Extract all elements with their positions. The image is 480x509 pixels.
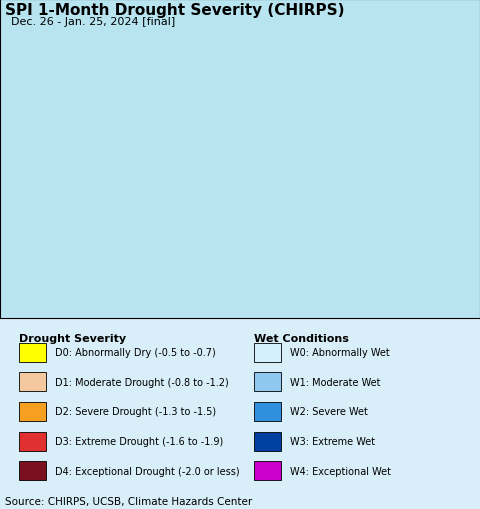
Bar: [19, 402, 46, 421]
Text: SPI 1-Month Drought Severity (CHIRPS): SPI 1-Month Drought Severity (CHIRPS): [5, 3, 344, 17]
Bar: [19, 432, 46, 451]
Bar: [254, 343, 281, 362]
Text: W2: Severe Wet: W2: Severe Wet: [290, 407, 368, 417]
Bar: [19, 373, 46, 391]
Text: D1: Moderate Drought (-0.8 to -1.2): D1: Moderate Drought (-0.8 to -1.2): [55, 377, 229, 387]
Text: W3: Extreme Wet: W3: Extreme Wet: [290, 436, 375, 446]
Text: Source: CHIRPS, UCSB, Climate Hazards Center: Source: CHIRPS, UCSB, Climate Hazards Ce…: [5, 496, 252, 506]
Text: D0: Abnormally Dry (-0.5 to -0.7): D0: Abnormally Dry (-0.5 to -0.7): [55, 348, 216, 357]
Text: Wet Conditions: Wet Conditions: [254, 333, 349, 344]
Text: Drought Severity: Drought Severity: [19, 333, 126, 344]
Text: D3: Extreme Drought (-1.6 to -1.9): D3: Extreme Drought (-1.6 to -1.9): [55, 436, 224, 446]
Text: D4: Exceptional Drought (-2.0 or less): D4: Exceptional Drought (-2.0 or less): [55, 466, 240, 476]
Bar: [254, 402, 281, 421]
Bar: [254, 461, 281, 480]
Text: D2: Severe Drought (-1.3 to -1.5): D2: Severe Drought (-1.3 to -1.5): [55, 407, 216, 417]
Bar: [254, 373, 281, 391]
Bar: [254, 432, 281, 451]
Text: Dec. 26 - Jan. 25, 2024 [final]: Dec. 26 - Jan. 25, 2024 [final]: [11, 17, 175, 27]
Text: W1: Moderate Wet: W1: Moderate Wet: [290, 377, 381, 387]
Bar: [19, 461, 46, 480]
Text: W4: Exceptional Wet: W4: Exceptional Wet: [290, 466, 391, 476]
Text: W0: Abnormally Wet: W0: Abnormally Wet: [290, 348, 390, 357]
Bar: [19, 343, 46, 362]
